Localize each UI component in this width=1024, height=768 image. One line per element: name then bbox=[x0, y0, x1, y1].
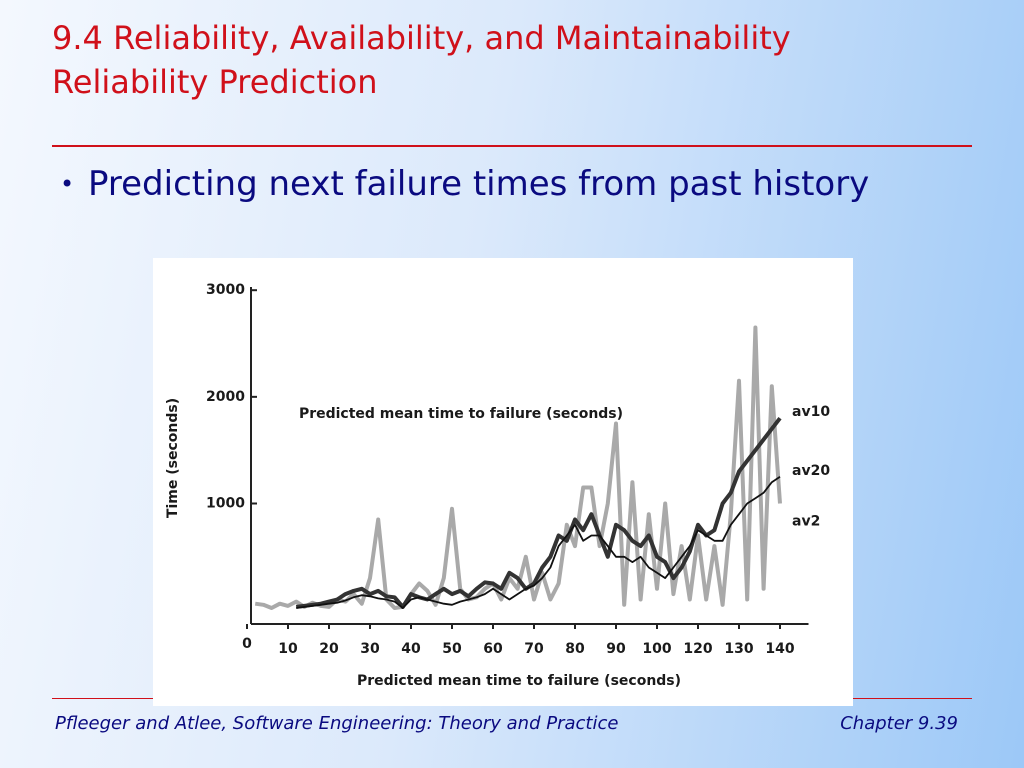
x-tick-label: 80 bbox=[565, 641, 585, 657]
x-tick-label: 120 bbox=[683, 641, 712, 657]
x-tick-label: 40 bbox=[401, 641, 421, 657]
title-block: 9.4 Reliability, Availability, and Maint… bbox=[52, 16, 791, 104]
series-label: av20 bbox=[792, 463, 830, 479]
x-axis-label: Predicted mean time to failure (seconds) bbox=[357, 673, 681, 689]
series-label: av10 bbox=[792, 404, 830, 420]
x-tick-label: 50 bbox=[442, 641, 462, 657]
x-tick-label: 60 bbox=[483, 641, 503, 657]
x-tick-label: 70 bbox=[524, 641, 544, 657]
chart: Time (seconds) Predicted mean time to fa… bbox=[153, 258, 853, 706]
series-line bbox=[254, 325, 782, 610]
footer-right: Chapter 9.39 bbox=[840, 713, 958, 734]
x-tick-label: 10 bbox=[278, 641, 298, 657]
x-tick-label: 100 bbox=[642, 641, 671, 657]
bullet: Predicting next failure times from past … bbox=[60, 162, 888, 206]
x-tick-label: 20 bbox=[319, 641, 339, 657]
x-tick-label: 140 bbox=[765, 641, 794, 657]
subtitle: Reliability Prediction bbox=[52, 63, 378, 101]
x-tick-label: 90 bbox=[606, 641, 626, 657]
x-tick-label: 0 bbox=[242, 636, 252, 652]
y-axis-label: Time (seconds) bbox=[165, 398, 181, 518]
y-tick-label: 1000 bbox=[206, 495, 245, 511]
title: 9.4 Reliability, Availability, and Maint… bbox=[52, 19, 791, 57]
series-line bbox=[295, 416, 782, 609]
footer-left: Pfleeger and Atlee, Software Engineering… bbox=[55, 713, 619, 734]
annotation: Predicted mean time to failure (seconds) bbox=[299, 406, 623, 422]
y-tick-label: 3000 bbox=[206, 282, 245, 298]
series-label: av2 bbox=[792, 513, 820, 529]
x-tick-label: 30 bbox=[360, 641, 380, 657]
y-tick-label: 2000 bbox=[206, 389, 245, 405]
series-line bbox=[296, 476, 781, 609]
x-tick-label: 130 bbox=[724, 641, 753, 657]
divider bbox=[52, 145, 972, 147]
